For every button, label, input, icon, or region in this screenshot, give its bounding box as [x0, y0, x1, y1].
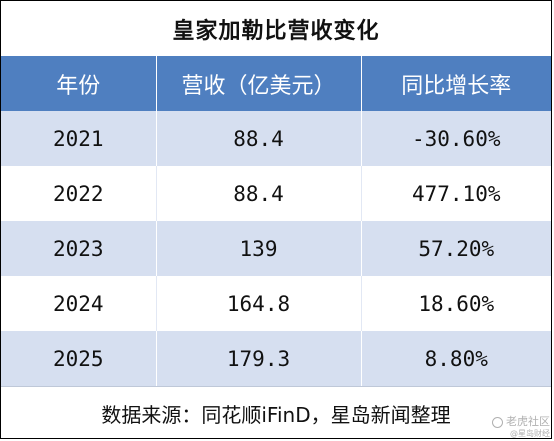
cell-growth: 18.60% — [360, 276, 551, 331]
cell-revenue: 139 — [155, 221, 362, 276]
cell-revenue: 88.4 — [155, 111, 362, 166]
cell-growth: 477.10% — [360, 166, 551, 221]
table-row: 2021 88.4 -30.60% — [1, 111, 551, 166]
header-revenue: 营收（亿美元） — [155, 56, 362, 111]
cell-revenue: 179.3 — [155, 331, 362, 386]
header-growth: 同比增长率 — [360, 56, 551, 111]
header-row: 年份 营收（亿美元） 同比增长率 — [1, 56, 551, 111]
table-row: 2023 139 57.20% — [1, 221, 551, 276]
table-row: 2025 179.3 8.80% — [1, 331, 551, 386]
cell-year: 2024 — [1, 276, 157, 331]
cell-growth: -30.60% — [360, 111, 551, 166]
cell-growth: 57.20% — [360, 221, 551, 276]
cell-year: 2025 — [1, 331, 157, 386]
cell-year: 2023 — [1, 221, 157, 276]
cell-growth: 8.80% — [360, 331, 551, 386]
cell-year: 2021 — [1, 111, 157, 166]
table-row: 2022 88.4 477.10% — [1, 166, 551, 221]
cell-year: 2022 — [1, 166, 157, 221]
revenue-table: 年份 营收（亿美元） 同比增长率 2021 88.4 -30.60% 2022 … — [1, 56, 551, 386]
header-year: 年份 — [1, 56, 157, 111]
table-row: 2024 164.8 18.60% — [1, 276, 551, 331]
cell-revenue: 164.8 — [155, 276, 362, 331]
table-title: 皇家加勒比营收变化 — [172, 18, 380, 44]
cell-revenue: 88.4 — [155, 166, 362, 221]
data-source-note: 数据来源：同花顺iFinD，星岛新闻整理 — [1, 386, 551, 439]
